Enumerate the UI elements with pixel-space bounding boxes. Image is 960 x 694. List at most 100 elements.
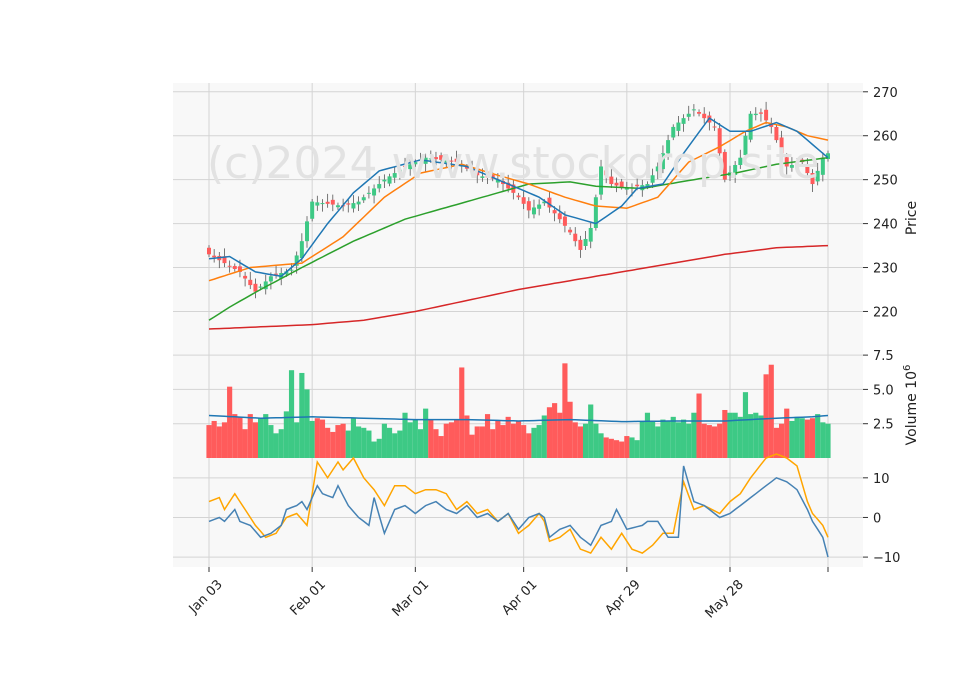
volume-bar-down — [247, 414, 253, 458]
candle-up — [599, 166, 604, 195]
candle-up — [795, 163, 800, 165]
volume-bar-up — [588, 404, 594, 458]
candle-down — [274, 273, 279, 275]
volume-bar-up — [675, 422, 681, 458]
volume-bar-down — [227, 386, 233, 458]
volume-bar-up — [799, 418, 805, 458]
volume-bar-down — [701, 423, 707, 458]
candle-up — [686, 113, 691, 117]
price-axis-tick-label: 230 — [873, 262, 898, 277]
volume-bar-up — [732, 412, 738, 458]
price-axis-tick-label: 250 — [873, 174, 898, 189]
candle-up — [413, 162, 418, 165]
volume-bar-up — [639, 420, 645, 458]
candle-up — [258, 286, 263, 288]
candle-down — [784, 157, 789, 167]
volume-bar-down — [330, 431, 336, 458]
candle-up — [691, 109, 696, 111]
macd-line — [208, 465, 829, 558]
volume-bar-down — [325, 427, 331, 458]
volume-bar-up — [531, 427, 537, 458]
volume-bar-up — [686, 423, 692, 458]
candle-up — [681, 118, 686, 124]
volume-bar-down — [603, 437, 609, 458]
watermark-text: (c)2024 www.stockdrop.site — [207, 138, 820, 189]
candle-down — [805, 164, 810, 174]
volume-bar-down — [552, 403, 558, 458]
candle-down — [712, 126, 717, 128]
volume-bar-down — [711, 426, 718, 458]
volume-bar-up — [598, 433, 604, 458]
volume-bar-up — [402, 412, 408, 458]
volume-bar-up — [665, 420, 671, 458]
candle-down — [346, 203, 351, 205]
candle-down — [506, 182, 511, 189]
candle-down — [330, 199, 335, 205]
volume-bar-down — [784, 408, 790, 458]
candle-down — [547, 197, 552, 208]
volume-axis-label: Volume 106 — [902, 365, 920, 446]
candle-up — [733, 165, 738, 175]
volume-bar-down — [319, 419, 326, 458]
volume-bar-down — [521, 425, 527, 458]
volume-bar-down — [608, 438, 614, 458]
volume-bar-up — [660, 419, 666, 458]
candle-up — [748, 113, 753, 140]
volume-bar-down — [624, 436, 630, 458]
volume-bar-down — [211, 420, 217, 458]
candle-down — [614, 182, 619, 186]
candle-up — [537, 204, 542, 209]
volume-bar-down — [706, 425, 712, 458]
candle-up — [397, 169, 402, 172]
volume-bar-up — [680, 419, 687, 458]
volume-bar-down — [206, 425, 212, 458]
panel-background — [173, 83, 863, 351]
volume-axis-tick-label: 2.5 — [873, 418, 894, 433]
volume-bar-down — [557, 412, 563, 458]
macd-axis-tick-label: 10 — [873, 472, 890, 487]
volume-bar-up — [258, 418, 264, 458]
candle-up — [671, 126, 676, 138]
candle-up — [645, 184, 650, 187]
volume-bar-down — [454, 419, 460, 458]
candle-up — [361, 197, 366, 201]
candle-down — [609, 176, 614, 185]
volume-bar-up — [381, 423, 387, 458]
candle-down — [810, 173, 815, 185]
volume-bar-down — [722, 409, 728, 458]
volume-bar-up — [397, 430, 403, 458]
candle-down — [774, 126, 779, 141]
volume-bar-down — [773, 427, 779, 458]
candle-down — [578, 239, 583, 250]
candle-up — [356, 201, 361, 205]
price-axis-tick-label: 240 — [873, 218, 898, 233]
volume-bar-down — [448, 422, 455, 458]
volume-bar-up — [423, 408, 429, 458]
candle-down — [248, 279, 253, 286]
candle-up — [738, 157, 743, 166]
volume-bar-up — [753, 412, 759, 458]
volume-bar-up — [376, 438, 382, 458]
volume-bar-down — [484, 414, 491, 458]
volume-bar-up — [417, 429, 424, 458]
candle-down — [552, 210, 557, 214]
volume-bar-down — [433, 429, 439, 458]
volume-bar-up — [691, 412, 697, 458]
candle-up — [372, 188, 377, 196]
candle-down — [439, 155, 444, 160]
volume-bar-up — [670, 416, 676, 458]
candle-down — [325, 201, 330, 204]
volume-bar-down — [809, 418, 816, 458]
candle-down — [758, 112, 763, 114]
candle-up — [660, 153, 665, 170]
candle-down — [227, 265, 232, 267]
candle-up — [789, 165, 794, 168]
volume-bar-up — [299, 372, 305, 458]
candle-down — [573, 233, 578, 242]
volume-bar-down — [696, 393, 702, 458]
candle-up — [320, 203, 325, 205]
candle-down — [464, 166, 469, 169]
volume-bar-up — [366, 430, 372, 458]
volume-bar-up — [742, 392, 749, 458]
volume-bar-down — [469, 434, 475, 458]
